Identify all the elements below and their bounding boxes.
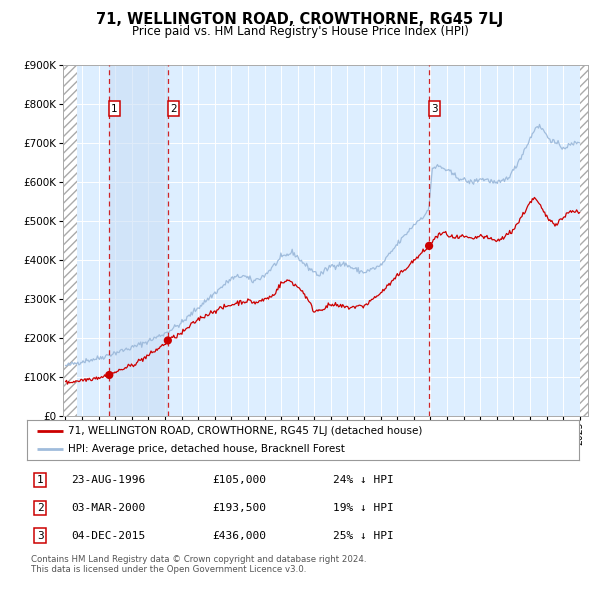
Text: 2: 2	[170, 104, 176, 114]
Text: This data is licensed under the Open Government Licence v3.0.: This data is licensed under the Open Gov…	[31, 565, 307, 574]
Text: 03-MAR-2000: 03-MAR-2000	[71, 503, 145, 513]
Text: 71, WELLINGTON ROAD, CROWTHORNE, RG45 7LJ (detached house): 71, WELLINGTON ROAD, CROWTHORNE, RG45 7L…	[68, 426, 423, 436]
Text: 1: 1	[37, 475, 44, 485]
Text: Price paid vs. HM Land Registry's House Price Index (HPI): Price paid vs. HM Land Registry's House …	[131, 25, 469, 38]
Bar	[109, 65, 168, 416]
Text: 25% ↓ HPI: 25% ↓ HPI	[334, 531, 394, 541]
Text: HPI: Average price, detached house, Bracknell Forest: HPI: Average price, detached house, Brac…	[68, 444, 345, 454]
Point	[104, 371, 114, 380]
Point	[163, 336, 173, 345]
Text: 2: 2	[37, 503, 44, 513]
Bar	[580, 65, 588, 416]
Bar	[63, 65, 77, 416]
Text: 04-DEC-2015: 04-DEC-2015	[71, 531, 145, 541]
Text: £105,000: £105,000	[212, 475, 266, 485]
Text: 1: 1	[111, 104, 118, 114]
Text: 3: 3	[37, 531, 44, 541]
Text: 19% ↓ HPI: 19% ↓ HPI	[334, 503, 394, 513]
Text: Contains HM Land Registry data © Crown copyright and database right 2024.: Contains HM Land Registry data © Crown c…	[31, 555, 367, 563]
Text: 23-AUG-1996: 23-AUG-1996	[71, 475, 145, 485]
Text: £193,500: £193,500	[212, 503, 266, 513]
Text: £436,000: £436,000	[212, 531, 266, 541]
Text: 24% ↓ HPI: 24% ↓ HPI	[334, 475, 394, 485]
Text: 3: 3	[431, 104, 438, 114]
Text: 71, WELLINGTON ROAD, CROWTHORNE, RG45 7LJ: 71, WELLINGTON ROAD, CROWTHORNE, RG45 7L…	[97, 12, 503, 27]
Point	[424, 241, 434, 251]
